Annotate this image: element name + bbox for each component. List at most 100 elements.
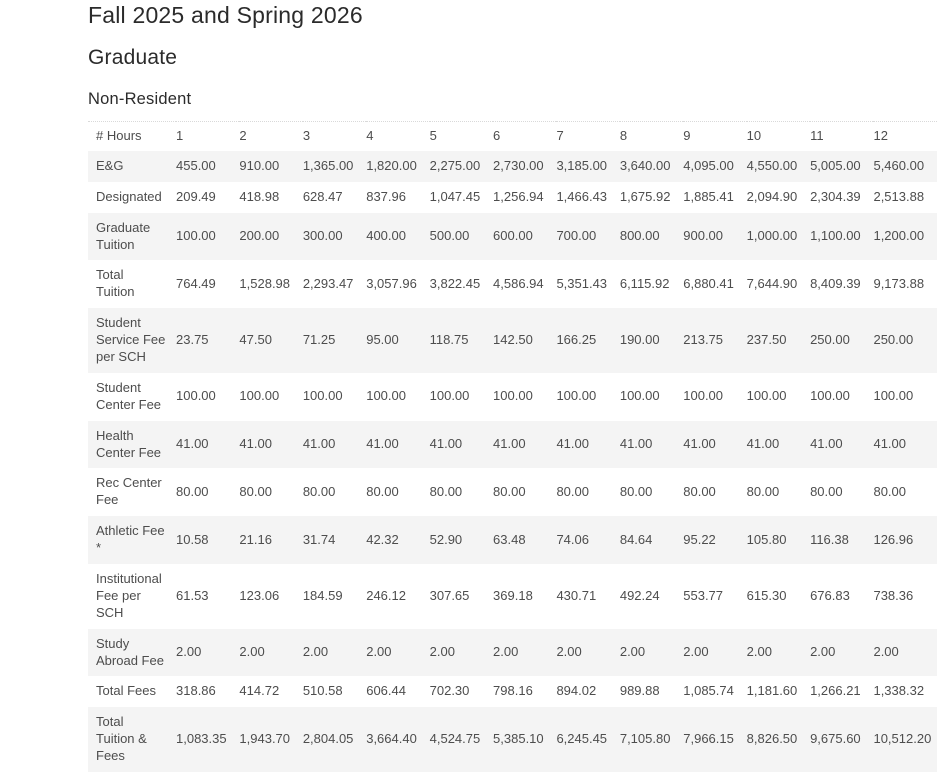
page-title: Fall 2025 and Spring 2026 xyxy=(88,2,363,28)
cell-value: 2.00 xyxy=(619,644,646,660)
cell-value: 250.00 xyxy=(873,332,914,348)
cell-value: 676.83 xyxy=(810,587,850,603)
cell-value: 1,266.21 xyxy=(810,683,861,699)
cell-value: 74.06 xyxy=(556,531,589,547)
cell-value: 80.00 xyxy=(619,483,653,499)
cell-value: 400.00 xyxy=(366,228,406,244)
cell-value: 1,820.00 xyxy=(366,157,417,173)
cell-value: 41.00 xyxy=(619,436,653,452)
column-header-10: 10 xyxy=(746,121,811,151)
level-heading: Graduate xyxy=(88,46,178,69)
cell-value: 2.00 xyxy=(493,644,519,660)
cell-value: 702.30 xyxy=(429,683,470,699)
cell-value: 61.53 xyxy=(176,587,209,603)
cell-value: 80.00 xyxy=(302,483,336,499)
table-row: Graduate Tuition 100.00 200.00 300.00 400.00… xyxy=(88,212,937,261)
cell-value: 2.00 xyxy=(176,644,202,660)
cell-value: 9,173.88 xyxy=(873,275,925,291)
cell-value: 80.00 xyxy=(429,483,463,499)
table-row: Designated 209.49 418.98 628.47 837.96 1,047.… xyxy=(88,181,937,213)
cell-value: 123.06 xyxy=(239,587,280,603)
cell-value: 910.00 xyxy=(239,157,280,173)
cell-value: 1,675.92 xyxy=(619,188,671,204)
cell-value: 894.02 xyxy=(556,683,597,699)
cell-value: 6,880.41 xyxy=(683,275,734,291)
table-row: Health Center Fee 41.00 41.00 41.00 41.00 41.… xyxy=(88,420,937,469)
cell-value: 95.00 xyxy=(366,332,399,348)
cell-value: 190.00 xyxy=(619,332,660,348)
cell-value: 10,512.20 xyxy=(873,731,932,747)
cell-value: 100.00 xyxy=(176,388,216,404)
table-row: Institutional Fee per SCH 61.53 123.06 184.… xyxy=(88,564,937,629)
cell-value: 41.00 xyxy=(493,436,526,452)
cell-value: 41.00 xyxy=(873,436,907,452)
cell-value: 700.00 xyxy=(556,228,597,244)
cell-value: 307.65 xyxy=(429,587,470,603)
table-row: Total Tuition 764.49 1,528.98 2,293.47 3,057… xyxy=(88,260,937,309)
cell-value: 1,885.41 xyxy=(683,188,734,204)
cell-value: 166.25 xyxy=(556,332,597,348)
cell-value: 7,966.15 xyxy=(683,731,734,747)
column-header-4: 4 xyxy=(366,121,430,151)
cell-value: 80.00 xyxy=(873,483,907,499)
row-label: Student Service Fee per SCH xyxy=(96,315,166,365)
cell-value: 41.00 xyxy=(366,436,399,452)
cell-value: 41.00 xyxy=(429,436,463,452)
cell-value: 5,351.43 xyxy=(556,275,608,291)
row-label: Rec Center Fee xyxy=(96,475,162,508)
cell-value: 237.50 xyxy=(746,332,787,348)
cell-value: 2.00 xyxy=(556,644,582,660)
cell-value: 2.00 xyxy=(366,644,392,660)
cell-value: 100.00 xyxy=(556,388,597,404)
table-row: Rec Center Fee 80.00 80.00 80.00 80.00 80.00 8… xyxy=(88,468,937,517)
cell-value: 300.00 xyxy=(302,228,343,244)
cell-value: 100.00 xyxy=(366,388,406,404)
cell-value: 41.00 xyxy=(556,436,589,452)
cell-value: 837.96 xyxy=(366,188,406,204)
cell-value: 10.58 xyxy=(176,531,209,547)
cell-value: 1,100.00 xyxy=(810,228,861,244)
cell-value: 200.00 xyxy=(239,228,280,244)
cell-value: 100.00 xyxy=(873,388,914,404)
row-label: Total Fees xyxy=(96,683,156,699)
cell-value: 764.49 xyxy=(176,275,216,291)
column-header-12: 12 xyxy=(873,121,937,151)
cell-value: 1,200.00 xyxy=(873,228,925,244)
cell-value: 80.00 xyxy=(810,483,843,499)
cell-value: 250.00 xyxy=(810,332,850,348)
row-label: Student Center Fee xyxy=(96,379,162,412)
table-row: Student Service Fee per SCH 23.75 47.50 71.… xyxy=(88,308,937,373)
cell-value: 71.25 xyxy=(302,332,336,348)
cell-value: 80.00 xyxy=(366,483,399,499)
cell-value: 1,085.74 xyxy=(683,683,734,699)
cell-value: 41.00 xyxy=(176,436,209,452)
cell-value: 95.22 xyxy=(683,531,716,547)
row-label: Athletic Fee * xyxy=(96,523,165,556)
cell-value: 1,000.00 xyxy=(746,228,798,244)
cell-value: 600.00 xyxy=(493,228,533,244)
table-body: E&G 455.00 910.00 1,365.00 1,820.00 2,275.00 2… xyxy=(88,150,937,773)
cell-value: 184.59 xyxy=(302,587,343,603)
column-header-5: 5 xyxy=(429,121,494,151)
cell-value: 2.00 xyxy=(429,644,455,660)
tuition-table: # Hours 1 2 3 4 5 6 7 8 9 10 11 12 E&G 455.00 910.00 1,… xyxy=(88,121,937,773)
residency-heading: Non-Resident xyxy=(88,90,192,108)
cell-value: 8,826.50 xyxy=(746,731,798,747)
cell-value: 100.00 xyxy=(429,388,470,404)
cell-value: 80.00 xyxy=(746,483,780,499)
cell-value: 4,095.00 xyxy=(683,157,734,173)
cell-value: 100.00 xyxy=(619,388,660,404)
row-label: Study Abroad Fee xyxy=(96,635,164,668)
cell-value: 7,644.90 xyxy=(746,275,798,291)
column-header-1: 1 xyxy=(176,121,240,151)
table-row: Total Fees 318.86 414.72 510.58 606.44 702.30… xyxy=(88,676,937,708)
cell-value: 47.50 xyxy=(239,332,272,348)
table-row: Student Center Fee 100.00 100.00 100.00 100.… xyxy=(88,372,937,421)
row-label: Total Tuition xyxy=(96,267,135,300)
cell-value: 3,057.96 xyxy=(366,275,417,291)
cell-value: 209.49 xyxy=(176,188,216,204)
cell-value: 455.00 xyxy=(176,157,216,173)
cell-value: 3,664.40 xyxy=(366,731,417,747)
cell-value: 5,385.10 xyxy=(493,731,544,747)
cell-value: 84.64 xyxy=(619,531,653,547)
